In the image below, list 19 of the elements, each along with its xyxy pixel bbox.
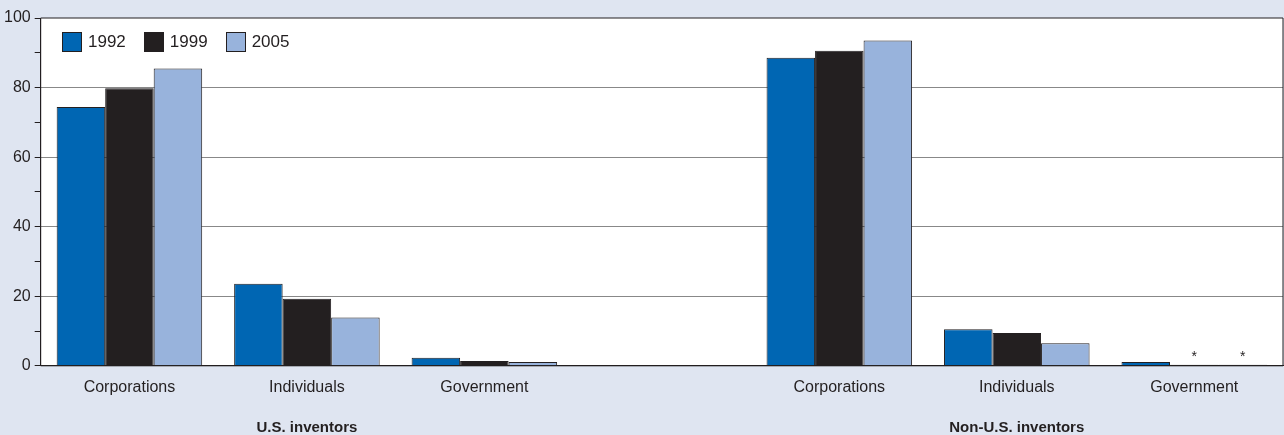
legend-label: 1999 [169, 32, 208, 52]
y-tick-label: 80 [12, 77, 31, 95]
data-label: * [1240, 347, 1247, 364]
y-tick-label: 0 [21, 356, 31, 374]
x-tick-label: Government [440, 377, 529, 395]
data-label: * [1191, 347, 1198, 364]
x-tick-label: Corporations [793, 377, 886, 395]
x-tick-label: Individuals [269, 377, 345, 395]
x-tick-label: Individuals [978, 377, 1055, 395]
text: U.S. inventors [256, 417, 358, 435]
text: Non-U.S. inventors [949, 417, 1085, 435]
x-tick-label: Corporations [83, 377, 176, 395]
legend-label: 2005 [251, 32, 290, 52]
y-tick-label: 100 [3, 8, 31, 26]
y-tick-label: 20 [12, 286, 31, 304]
y-tick-label: 40 [12, 217, 31, 235]
x-tick-label: Government [1150, 377, 1239, 395]
legend-label: 1992 [88, 32, 126, 52]
y-tick-label: 60 [12, 147, 31, 165]
